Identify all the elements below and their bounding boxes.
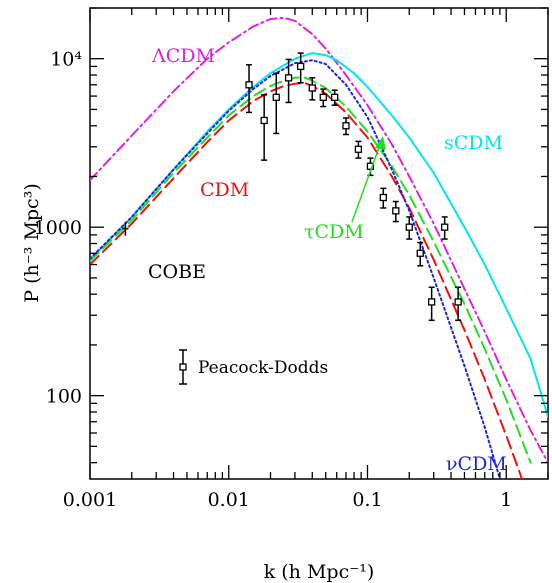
y-axis-title: P (h⁻³ Mpc³) xyxy=(21,183,43,302)
y-tick-label: 10⁴ xyxy=(50,49,82,71)
data-point xyxy=(354,145,363,153)
data-point xyxy=(297,62,305,71)
x-tick-label: 0.1 xyxy=(352,489,382,511)
model-curves xyxy=(90,16,548,479)
y-tick-label: 1000 xyxy=(34,217,82,239)
x-tick-label: 0.001 xyxy=(63,489,117,511)
data-point xyxy=(416,249,424,257)
series-line-4 xyxy=(90,59,501,479)
data-point xyxy=(427,298,436,306)
data-point xyxy=(284,74,293,82)
data-point xyxy=(331,93,339,101)
legend-marker xyxy=(179,363,187,371)
data-point xyxy=(319,93,327,101)
cobe-label: COBE xyxy=(148,261,206,283)
legend: Peacock-Dodds xyxy=(179,349,328,385)
data-point xyxy=(405,223,413,231)
data-point xyxy=(392,207,400,215)
data-point xyxy=(441,223,449,231)
y-tick-label: 100 xyxy=(46,386,82,408)
x-tick-label: 0.01 xyxy=(208,489,250,511)
series-line-1 xyxy=(90,52,548,418)
data-point xyxy=(454,298,462,306)
x-axis-title: k (h Mpc⁻¹) xyxy=(264,561,375,583)
x-tick-label: 1 xyxy=(500,489,512,511)
legend-label: Peacock-Dodds xyxy=(198,358,328,378)
data-points xyxy=(122,52,462,322)
tcdm-label: τCDM xyxy=(304,221,364,243)
data-point xyxy=(308,84,316,92)
data-point xyxy=(342,122,350,130)
data-point xyxy=(379,193,387,202)
scdm-label: sCDM xyxy=(444,132,503,154)
tcdm-pointer-arrowhead xyxy=(375,136,386,150)
data-point xyxy=(245,81,253,89)
tcdm-pointer-arrow xyxy=(351,141,382,223)
axis-ticks: 0.001 0.01 0.1 1 100 1000 10⁴ xyxy=(34,7,549,511)
data-point xyxy=(272,93,280,101)
lcdm-label: ΛCDM xyxy=(151,45,215,67)
nucdm-label: νCDM xyxy=(446,453,507,475)
data-point xyxy=(260,116,268,125)
series-line-0 xyxy=(90,16,548,464)
cdm-label: CDM xyxy=(200,179,249,201)
